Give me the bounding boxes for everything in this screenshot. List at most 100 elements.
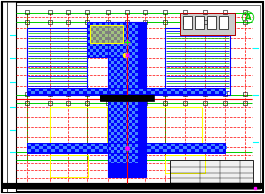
Bar <box>132 165 135 168</box>
Bar <box>117 156 120 159</box>
Bar <box>126 37 129 40</box>
Bar <box>114 105 117 108</box>
Bar <box>179 143 183 146</box>
Bar <box>114 49 117 52</box>
Bar <box>155 143 159 146</box>
Bar <box>114 123 117 126</box>
Bar <box>215 146 219 149</box>
Bar <box>85 101 89 105</box>
Bar <box>111 120 114 123</box>
Bar <box>187 149 191 152</box>
Bar <box>123 37 126 40</box>
Bar <box>99 40 102 43</box>
Bar <box>111 52 114 55</box>
Bar <box>114 147 117 150</box>
Bar <box>135 73 138 76</box>
Bar <box>126 117 129 120</box>
Bar <box>191 146 195 149</box>
Bar <box>87 34 90 37</box>
Bar <box>126 58 129 61</box>
Bar <box>135 144 138 147</box>
Bar <box>108 22 146 99</box>
Bar <box>180 13 235 35</box>
Bar <box>43 88 47 91</box>
Bar <box>114 37 117 40</box>
Bar <box>39 146 43 149</box>
Bar <box>114 82 117 85</box>
Bar <box>71 146 75 149</box>
Bar <box>175 91 179 94</box>
Bar <box>126 76 129 79</box>
Bar <box>135 174 138 177</box>
Bar <box>87 146 91 149</box>
Bar <box>132 123 135 126</box>
Bar <box>132 105 135 108</box>
Bar <box>123 49 126 52</box>
Bar <box>90 25 123 43</box>
Bar <box>114 43 117 46</box>
Bar <box>106 101 110 105</box>
Bar <box>143 146 147 149</box>
Bar <box>107 88 111 91</box>
Bar <box>120 76 123 79</box>
Bar <box>183 92 187 96</box>
Bar <box>90 31 93 34</box>
Bar <box>85 10 89 14</box>
Bar <box>51 143 55 146</box>
Bar <box>132 64 135 67</box>
Bar <box>119 146 123 149</box>
Bar <box>31 146 35 149</box>
Bar <box>67 149 71 152</box>
Bar <box>147 143 151 146</box>
Bar <box>126 70 129 73</box>
Bar <box>155 149 159 152</box>
Bar <box>203 20 207 24</box>
Bar <box>25 101 29 105</box>
Bar <box>93 52 96 55</box>
Bar <box>135 55 138 58</box>
Bar <box>165 155 205 173</box>
Bar <box>123 143 127 146</box>
Bar <box>126 159 129 162</box>
Bar <box>108 129 111 132</box>
Bar <box>129 73 132 76</box>
Bar <box>125 101 129 105</box>
Bar <box>27 143 225 153</box>
Bar <box>103 146 107 149</box>
Bar <box>111 144 114 147</box>
Bar <box>135 120 138 123</box>
Bar <box>120 117 123 120</box>
Bar <box>187 143 191 146</box>
Bar <box>2 2 16 192</box>
Bar <box>108 46 111 49</box>
Bar <box>111 31 114 34</box>
Bar <box>117 174 120 177</box>
Bar <box>171 88 175 91</box>
Bar <box>111 156 114 159</box>
Bar <box>102 49 105 52</box>
Bar <box>48 20 52 24</box>
Bar <box>180 13 235 35</box>
Bar <box>126 141 129 144</box>
Bar <box>111 146 115 149</box>
Bar <box>115 143 119 146</box>
Bar <box>27 88 225 95</box>
Bar <box>132 88 135 91</box>
Bar <box>151 91 155 94</box>
Bar <box>105 40 108 43</box>
Bar <box>129 97 132 100</box>
Bar <box>123 85 126 88</box>
Bar <box>35 88 39 91</box>
Bar <box>223 92 227 96</box>
Bar <box>108 171 111 174</box>
Bar <box>108 99 146 177</box>
Bar <box>135 138 138 141</box>
Bar <box>99 143 103 146</box>
Bar <box>100 95 154 101</box>
Bar <box>123 168 126 171</box>
Bar <box>126 123 129 126</box>
Bar <box>90 25 93 28</box>
Bar <box>67 143 71 146</box>
Bar <box>143 91 147 94</box>
Bar <box>132 94 135 97</box>
